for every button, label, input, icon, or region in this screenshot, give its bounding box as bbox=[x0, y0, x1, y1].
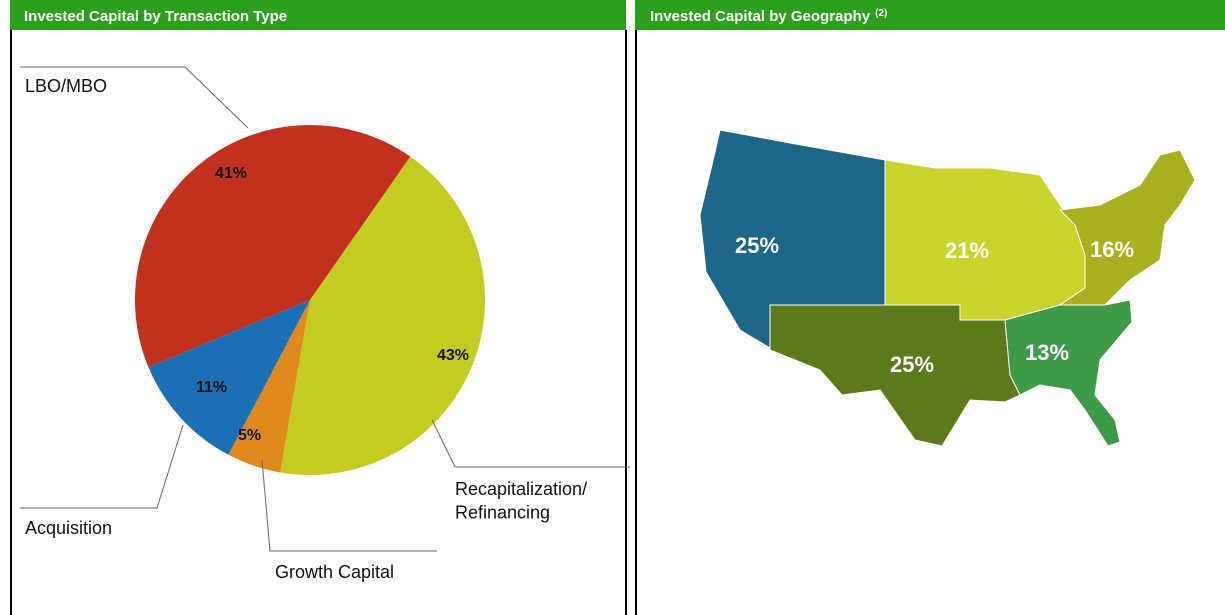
leader-line bbox=[261, 459, 437, 552]
header-bar bbox=[635, 0, 1225, 30]
map-region bbox=[769, 304, 1021, 447]
leader-line bbox=[20, 66, 249, 129]
pie-slice bbox=[228, 300, 310, 473]
data-label: 11% bbox=[196, 379, 227, 396]
title-text: Invested Capital by Geography bbox=[650, 8, 871, 25]
header-bar bbox=[10, 0, 626, 30]
leader-line bbox=[431, 419, 630, 468]
title-note: (2) bbox=[875, 8, 887, 19]
category-label: LBO/MBO bbox=[25, 76, 107, 96]
label-line: Recapitalization/ bbox=[455, 479, 587, 499]
data-label: 21% bbox=[945, 238, 989, 263]
pie-slice bbox=[148, 300, 310, 455]
label-line: Refinancing bbox=[455, 502, 550, 522]
leader-line bbox=[20, 424, 184, 509]
map-region bbox=[1004, 299, 1133, 447]
category-label: Recapitalization/Refinancing bbox=[455, 479, 587, 522]
map-region bbox=[1058, 149, 1196, 306]
category-label: Acquisition bbox=[25, 518, 112, 538]
data-label: 25% bbox=[735, 233, 779, 258]
data-label: 25% bbox=[890, 352, 934, 377]
pie-slice bbox=[280, 156, 486, 476]
data-label: 13% bbox=[1025, 340, 1069, 365]
data-label: 5% bbox=[238, 427, 261, 444]
category-label: Growth Capital bbox=[275, 562, 394, 582]
chart-title: Invested Capital by Transaction Type bbox=[24, 8, 287, 25]
pie-slice bbox=[135, 125, 411, 368]
data-label: 16% bbox=[1090, 237, 1134, 262]
chart-title: Invested Capital by Geography (2) bbox=[650, 8, 887, 25]
data-label: 41% bbox=[215, 165, 247, 182]
data-label: 43% bbox=[437, 347, 469, 364]
